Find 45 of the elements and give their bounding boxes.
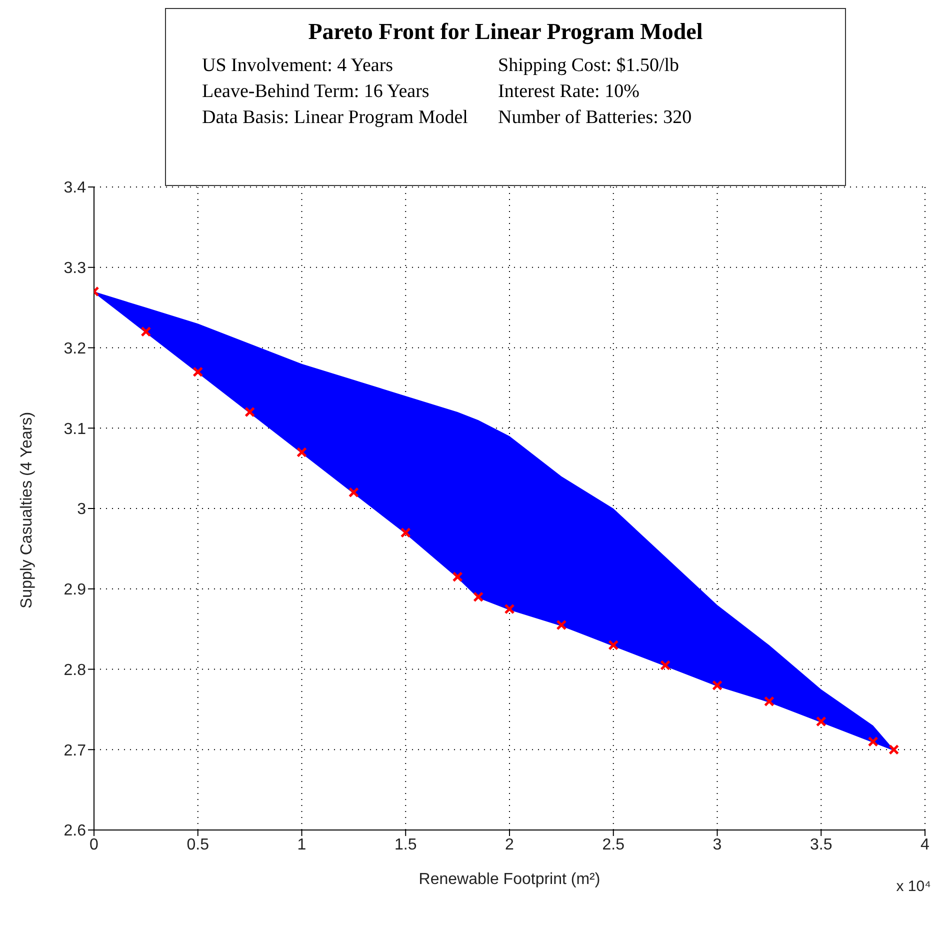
x-tick-label: 3: [712, 836, 722, 854]
point: [556, 620, 567, 630]
chart-title: Pareto Front for Linear Program Model: [307, 19, 704, 45]
point: [816, 716, 826, 727]
text: x 10⁴: [896, 878, 931, 895]
point: [712, 680, 722, 691]
point: [764, 696, 774, 707]
x-tick-label: 2.5: [602, 836, 625, 854]
y-tick-label: 3.4: [64, 180, 86, 197]
point: [504, 604, 515, 614]
text: Leave-Behind Term: 16 Years: [202, 80, 430, 104]
x-tick-label: 0.5: [186, 836, 210, 854]
point: [452, 572, 463, 582]
point: [192, 366, 204, 378]
text: Number of Batteries: 320: [498, 106, 693, 130]
x-tick-label: 0: [90, 836, 99, 854]
x-tick-label: 2: [505, 836, 514, 854]
text: Interest Rate: 10%: [498, 80, 640, 104]
x-axis-title: Renewable Footprint (m²): [418, 871, 600, 888]
x-tick-label: 1: [297, 836, 306, 854]
point: [140, 326, 152, 337]
point: [888, 744, 900, 755]
point: [400, 527, 411, 538]
y-tick-label: 2.9: [64, 582, 86, 599]
text: US Involvement: 4 Years: [202, 54, 394, 78]
point: [473, 592, 484, 602]
point: [608, 640, 619, 650]
y-tick-label: 3.2: [64, 340, 86, 358]
y-tick-label: 3.3: [64, 260, 86, 278]
y-axis-title: Supply Casualties (4 Years): [18, 412, 36, 608]
x-tick-label: 1.5: [394, 836, 417, 854]
text: Data Basis: Linear Program Model: [202, 106, 469, 130]
point: [296, 446, 307, 458]
text: Shipping Cost: $1.50/lb: [498, 54, 680, 78]
x-tick-label: 4: [920, 836, 930, 854]
y-tick-label: 2.7: [64, 742, 86, 760]
point: [868, 736, 878, 747]
y-tick-label: 2.8: [64, 662, 86, 679]
point: [660, 660, 671, 670]
y-tick-label: 2.6: [64, 822, 86, 840]
point: [348, 487, 359, 498]
y-tick-label: 3.1: [64, 420, 86, 438]
x-tick-label: 3.5: [810, 836, 832, 854]
point: [244, 406, 256, 418]
y-tick-label: 3: [77, 501, 86, 518]
